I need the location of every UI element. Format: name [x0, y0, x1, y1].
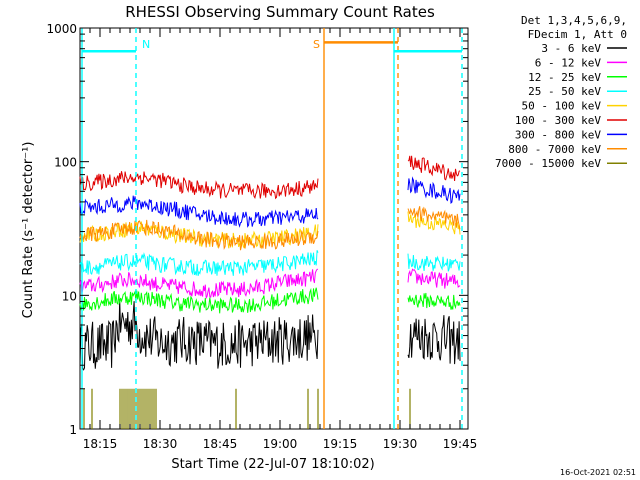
- legend-header-line-1: Det 1,3,4,5,6,9,: [521, 14, 627, 27]
- legend-label: 800 - 7000 keV: [508, 143, 601, 156]
- series-12-25keV: [79, 287, 461, 314]
- marker-label: N: [142, 38, 150, 51]
- x-tick-label: 19:30: [383, 437, 418, 451]
- plot-frame: [79, 27, 469, 430]
- x-axis-label: Start Time (22-Jul-07 18:10:02): [171, 457, 374, 472]
- series-6-12keV: [79, 268, 461, 300]
- series-line: [79, 268, 319, 300]
- y-tick-label: 10: [62, 289, 77, 303]
- series-layer: [79, 155, 461, 429]
- legend: Det 1,3,4,5,6,9, FDecim 1, Att 0 3 - 6 k…: [495, 14, 627, 170]
- series-7000-15000keV: [83, 388, 411, 429]
- footer-timestamp: 16-Oct-2021 02:51: [560, 468, 636, 477]
- x-tick-label: 18:15: [83, 437, 118, 451]
- series-line: [407, 315, 461, 365]
- y-tick-label: 100: [54, 156, 77, 170]
- series-100-300keV: [79, 155, 461, 200]
- series-25-50keV: [79, 250, 461, 277]
- legend-label: 300 - 800 keV: [515, 128, 601, 141]
- series-line: [407, 206, 461, 230]
- series-line: [79, 195, 319, 228]
- legend-label: 100 - 300 keV: [515, 114, 601, 127]
- marker-label: S: [313, 38, 320, 51]
- legend-label: 6 - 12 keV: [535, 56, 602, 69]
- y-tick-label: 1: [69, 423, 77, 437]
- legend-label: 12 - 25 keV: [528, 71, 601, 84]
- legend-label: 7000 - 15000 keV: [495, 157, 601, 170]
- legend-header-line-2: FDecim 1, Att 0: [528, 28, 627, 41]
- series-800-7000keV: [79, 206, 461, 251]
- series-line: [79, 171, 319, 200]
- series-3-6keV: [79, 299, 461, 371]
- legend-label: 25 - 50 keV: [528, 85, 601, 98]
- x-tick-label: 19:45: [443, 437, 478, 451]
- series-line: [407, 176, 461, 204]
- chart-title: RHESSI Observing Summary Count Rates: [125, 3, 435, 21]
- legend-label: 3 - 6 keV: [541, 42, 601, 55]
- series-line: [79, 219, 319, 251]
- x-axis: 18:15 18:30 18:45 19:00 19:15 19:30 19:45: [79, 28, 478, 451]
- x-tick-label: 19:15: [323, 437, 358, 451]
- series-line: [79, 287, 319, 314]
- series-line: [79, 250, 319, 277]
- series-line: [407, 292, 461, 310]
- y-axis-label: Count Rate (s⁻¹ detector⁻¹): [21, 142, 36, 319]
- series-300-800keV: [79, 176, 461, 228]
- series-line: [407, 253, 461, 272]
- x-tick-label: 19:00: [263, 437, 298, 451]
- y-tick-label: 1000: [46, 22, 77, 36]
- x-tick-label: 18:30: [143, 437, 178, 451]
- y-axis: 1 10 100 1000: [46, 22, 468, 437]
- series-line: [407, 155, 461, 182]
- legend-label: 50 - 100 keV: [522, 100, 602, 113]
- series-line: [407, 268, 461, 289]
- series-line: [407, 211, 461, 235]
- x-tick-label: 18:45: [203, 437, 238, 451]
